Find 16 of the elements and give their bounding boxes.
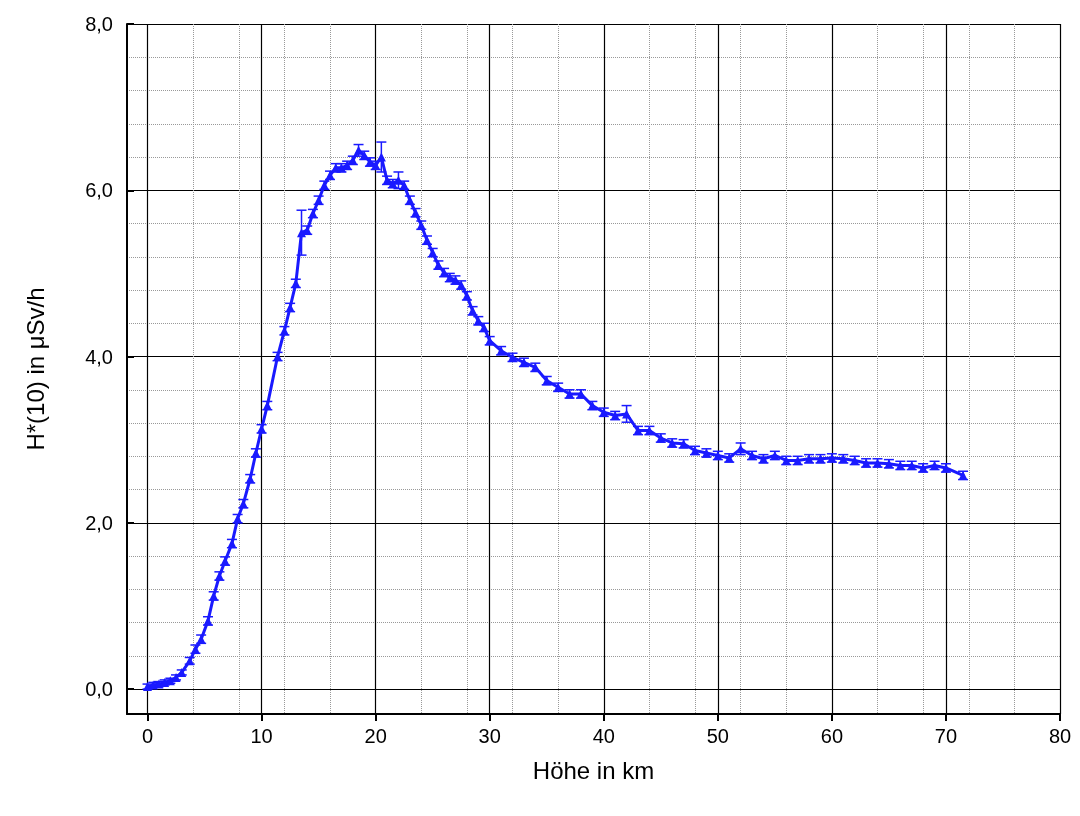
x-tick-label: 20 xyxy=(364,725,387,747)
x-axis-title: Höhe in km xyxy=(532,756,655,784)
x-tick-label: 70 xyxy=(934,725,958,747)
x-tick-label: 60 xyxy=(820,725,844,747)
x-tick-label: 80 xyxy=(1048,725,1072,747)
x-tick-label: 10 xyxy=(250,725,273,747)
y-tick-label: 6,0 xyxy=(85,179,113,202)
x-tick-label: 0 xyxy=(141,725,154,747)
y-tick-label: 0,0 xyxy=(85,678,113,701)
y-axis-title: H*(10) in μSv/h xyxy=(21,287,49,451)
x-tick-label: 50 xyxy=(706,725,729,747)
y-tick-label: 2,0 xyxy=(85,511,113,534)
y-tick-label: 4,0 xyxy=(85,345,113,368)
x-tick-label: 30 xyxy=(478,725,501,747)
y-tick-label: 8,0 xyxy=(85,13,113,35)
x-tick-label: 40 xyxy=(592,725,615,747)
